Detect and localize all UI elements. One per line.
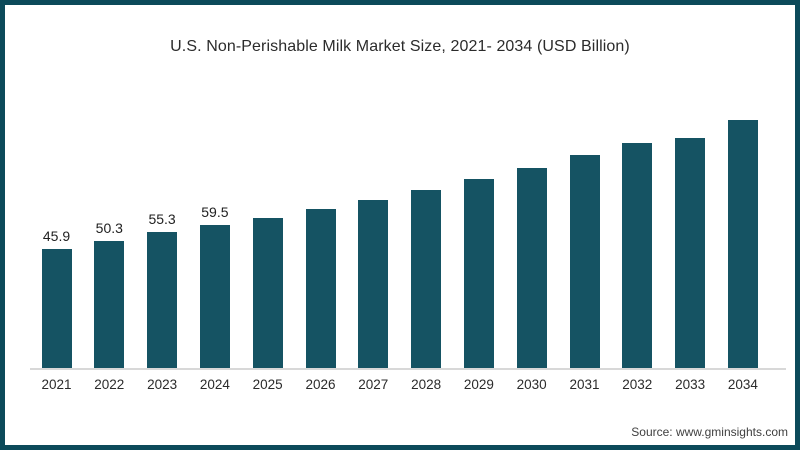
bar-2033 [675, 137, 706, 368]
x-axis-label: 2021 [41, 377, 72, 392]
bar-2023 [147, 232, 178, 368]
bar-2024 [199, 224, 230, 368]
x-axis-label: 2030 [516, 377, 547, 392]
x-axis-label: 2033 [675, 377, 706, 392]
x-axis-label: 2031 [569, 377, 600, 392]
x-axis-label: 2025 [252, 377, 283, 392]
x-axis-label: 2022 [94, 377, 125, 392]
x-axis-label: 2034 [727, 377, 758, 392]
bar-value-label: 55.3 [148, 211, 176, 228]
bar-2021 [41, 249, 72, 368]
bar-2025 [252, 217, 283, 368]
x-axis-label: 2023 [147, 377, 178, 392]
bar-value-label: 59.5 [201, 203, 229, 220]
bar-2022 [94, 241, 125, 368]
bar-value-label: 50.3 [95, 220, 123, 237]
bar-2032 [622, 142, 653, 368]
x-axis-label: 2027 [358, 377, 389, 392]
chart-title: U.S. Non-Perishable Milk Market Size, 20… [170, 38, 630, 55]
bar-2031 [569, 155, 600, 368]
x-axis-label: 2024 [199, 377, 230, 392]
source-attribution: Source: www.gminsights.com [631, 425, 788, 439]
bar-2030 [516, 168, 547, 368]
x-axis-baseline [30, 368, 786, 370]
bar-2034 [727, 120, 758, 368]
x-axis-label: 2032 [622, 377, 653, 392]
bar-2029 [463, 179, 494, 368]
bar-2028 [411, 189, 442, 368]
bar-2027 [358, 200, 389, 368]
bar-value-label: 45.9 [42, 228, 71, 245]
bar-2026 [305, 209, 336, 368]
x-axis-label: 2026 [305, 377, 336, 392]
x-axis-label: 2028 [411, 377, 442, 392]
x-axis-label: 2029 [463, 377, 494, 392]
